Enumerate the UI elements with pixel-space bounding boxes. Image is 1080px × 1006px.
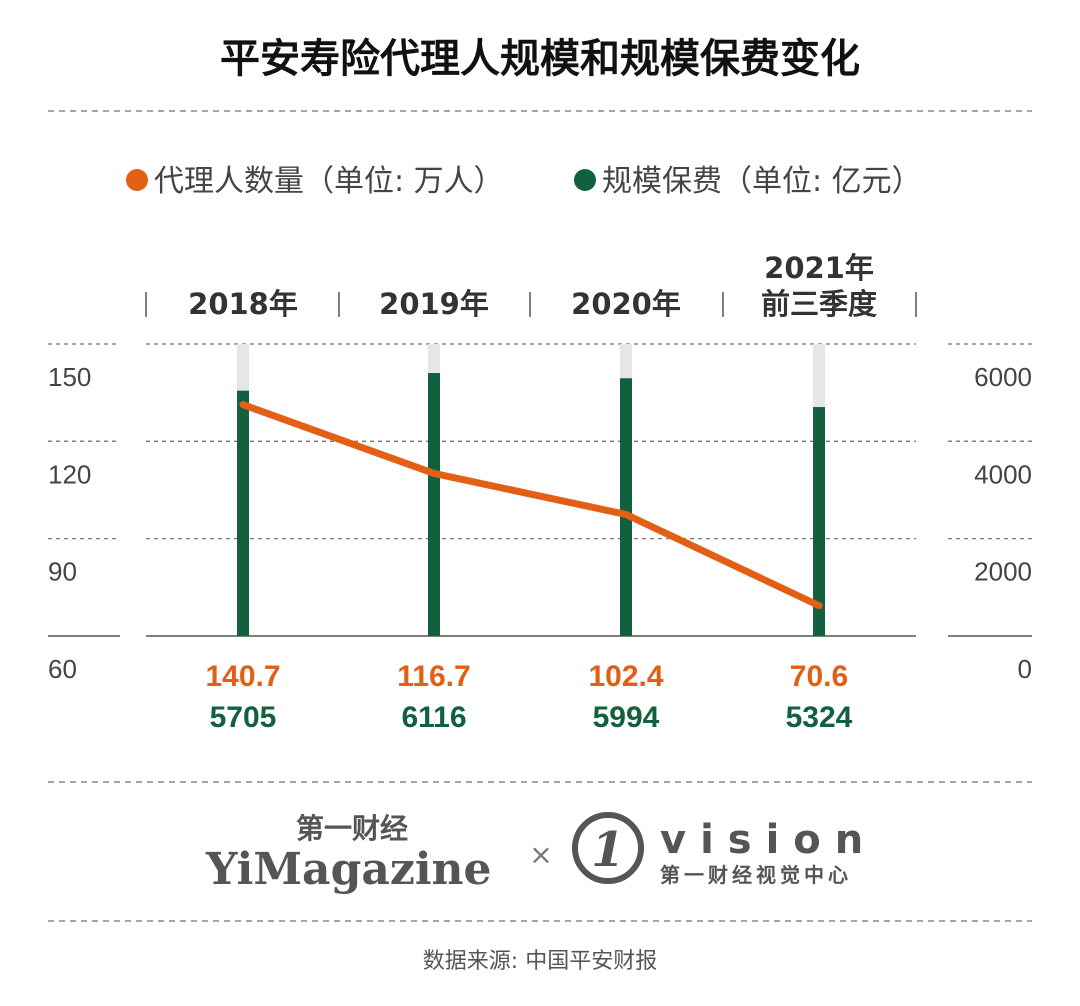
chart-title: 平安寿险代理人规模和规模保费变化	[220, 36, 860, 82]
agent-value-label-2: 102.4	[588, 660, 663, 693]
agent-point-0	[239, 401, 247, 409]
right-axis-tick-3: 0	[1018, 654, 1032, 684]
bar-premium-2	[620, 378, 632, 636]
category-label-3-0: 2021年	[764, 251, 874, 285]
axis-ticks: 150 120 90 60 6000 4000 2000 0	[48, 362, 1032, 684]
legend-label-premium: 规模保费（单位: 亿元）	[602, 164, 922, 199]
category-label-1-0: 2019年	[379, 287, 489, 321]
premium-value-label-3: 5324	[786, 701, 853, 734]
vision-wordmark: vision	[660, 817, 877, 863]
vision-logo-circle-icon	[572, 812, 644, 884]
agent-line	[239, 401, 823, 610]
agent-value-label-0: 140.7	[205, 660, 280, 693]
agent-point-3	[815, 602, 823, 610]
agent-series-line	[239, 401, 823, 610]
left-axis-tick-0: 150	[48, 362, 91, 392]
premium-value-label-1: 6116	[401, 701, 466, 734]
bar-premium-3	[813, 407, 825, 636]
agent-point-1	[430, 469, 438, 477]
left-axis-tick-2: 90	[48, 557, 77, 587]
right-axis-tick-2: 2000	[974, 557, 1032, 587]
right-axis-tick-0: 6000	[974, 362, 1032, 392]
agent-point-2	[622, 510, 630, 518]
agent-value-label-3: 70.6	[790, 660, 848, 693]
value-labels: 140.7 116.7 102.4 70.6 5705 6116 5994 5324	[205, 660, 852, 734]
brand-en-logo: YiMagazine	[205, 844, 492, 895]
footer-branding: 第一财经 YiMagazine × 1 vision 第一财经视觉中心	[205, 812, 877, 895]
source-note: 数据来源: 中国平安财报	[423, 949, 657, 974]
vision-logo-mark: 1	[591, 822, 624, 878]
legend-label-agents: 代理人数量（单位: 万人）	[154, 164, 504, 199]
left-axis-tick-3: 60	[48, 654, 77, 684]
vision-cn-text: 第一财经视觉中心	[660, 863, 852, 887]
left-axis-tick-1: 120	[48, 459, 91, 489]
premium-bars	[237, 344, 825, 636]
category-label-0-0: 2018年	[188, 287, 298, 321]
brand-cn-text: 第一财经	[296, 812, 408, 845]
right-axis-tick-1: 4000	[974, 459, 1032, 489]
bar-premium-0	[237, 390, 249, 636]
category-label-3-1: 前三季度	[761, 287, 877, 321]
agent-value-label-1: 116.7	[397, 660, 470, 693]
gridlines	[48, 343, 1032, 637]
category-label-2-0: 2020年	[571, 287, 681, 321]
legend-swatch-premium	[574, 169, 596, 191]
legend: 代理人数量（单位: 万人） 规模保费（单位: 亿元）	[126, 164, 922, 199]
premium-value-label-2: 5994	[593, 701, 660, 734]
premium-value-label-0: 5705	[210, 701, 277, 734]
legend-swatch-agents	[126, 169, 148, 191]
bar-premium-1	[428, 373, 440, 636]
cross-symbol: ×	[529, 838, 552, 871]
